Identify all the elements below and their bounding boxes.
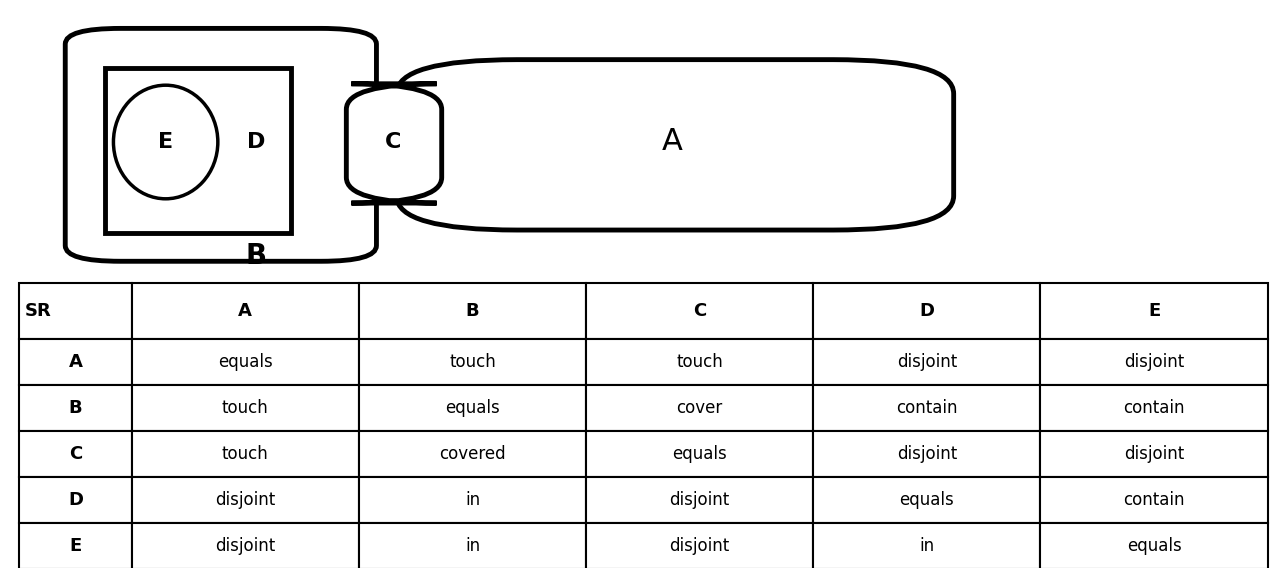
Text: D: D	[247, 132, 265, 152]
Bar	[106, 68, 291, 233]
Text: A: A	[662, 127, 683, 157]
FancyBboxPatch shape	[66, 28, 376, 261]
FancyBboxPatch shape	[346, 83, 441, 203]
Text: C: C	[385, 132, 402, 152]
FancyBboxPatch shape	[396, 60, 954, 230]
Text: E: E	[158, 132, 174, 152]
Ellipse shape	[113, 85, 218, 199]
Text: B: B	[246, 241, 266, 270]
